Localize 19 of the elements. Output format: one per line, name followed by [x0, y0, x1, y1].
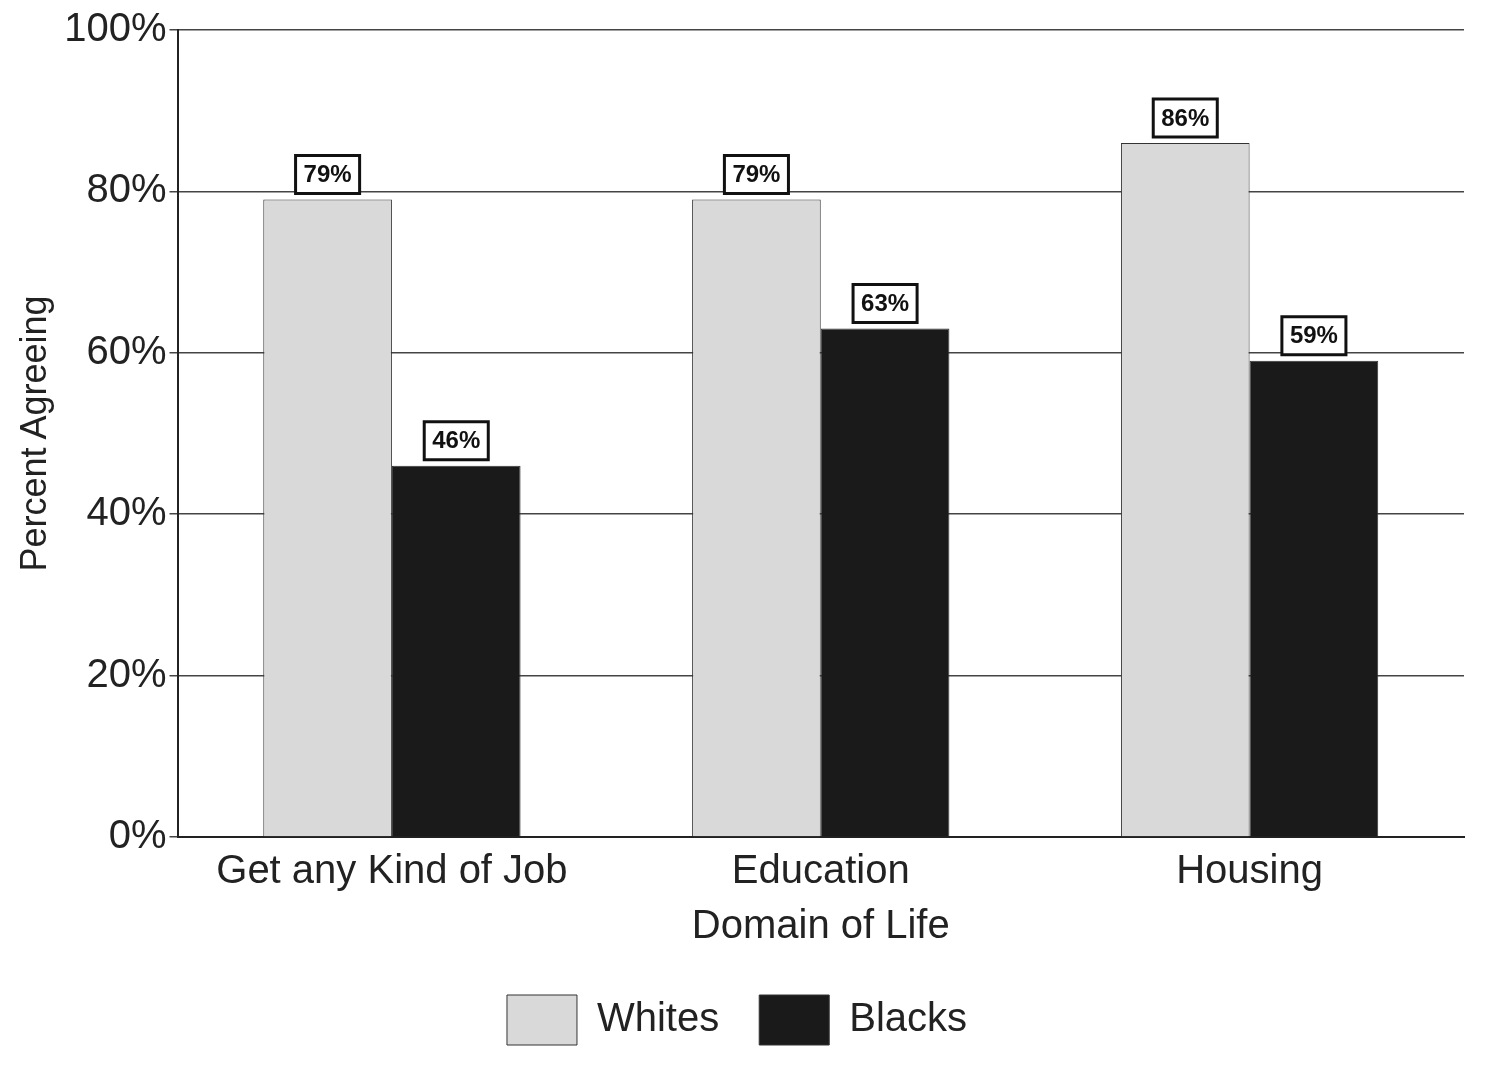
y-axis-title: Percent Agreeing — [12, 295, 54, 572]
y-tick-label: 20% — [86, 650, 167, 695]
y-tick-label: 40% — [86, 489, 167, 534]
data-label: 46% — [432, 426, 481, 454]
y-tick-label: 60% — [86, 327, 167, 372]
data-label: 79% — [732, 160, 781, 188]
data-label: 86% — [1161, 103, 1210, 131]
x-tick-label: Get any Kind of Job — [216, 847, 568, 892]
data-label: 79% — [303, 160, 352, 188]
data-label: 59% — [1289, 321, 1338, 349]
x-axis-title: Domain of Life — [691, 902, 950, 947]
y-tick-label: 0% — [108, 812, 167, 857]
x-tick-label: Housing — [1176, 847, 1323, 892]
y-tick-label: 100% — [64, 5, 167, 50]
legend-label: Blacks — [849, 995, 968, 1040]
x-tick-label: Education — [731, 847, 910, 892]
y-tick-label: 80% — [86, 166, 167, 211]
legend-label: Whites — [596, 995, 720, 1040]
data-label: 63% — [861, 289, 910, 317]
